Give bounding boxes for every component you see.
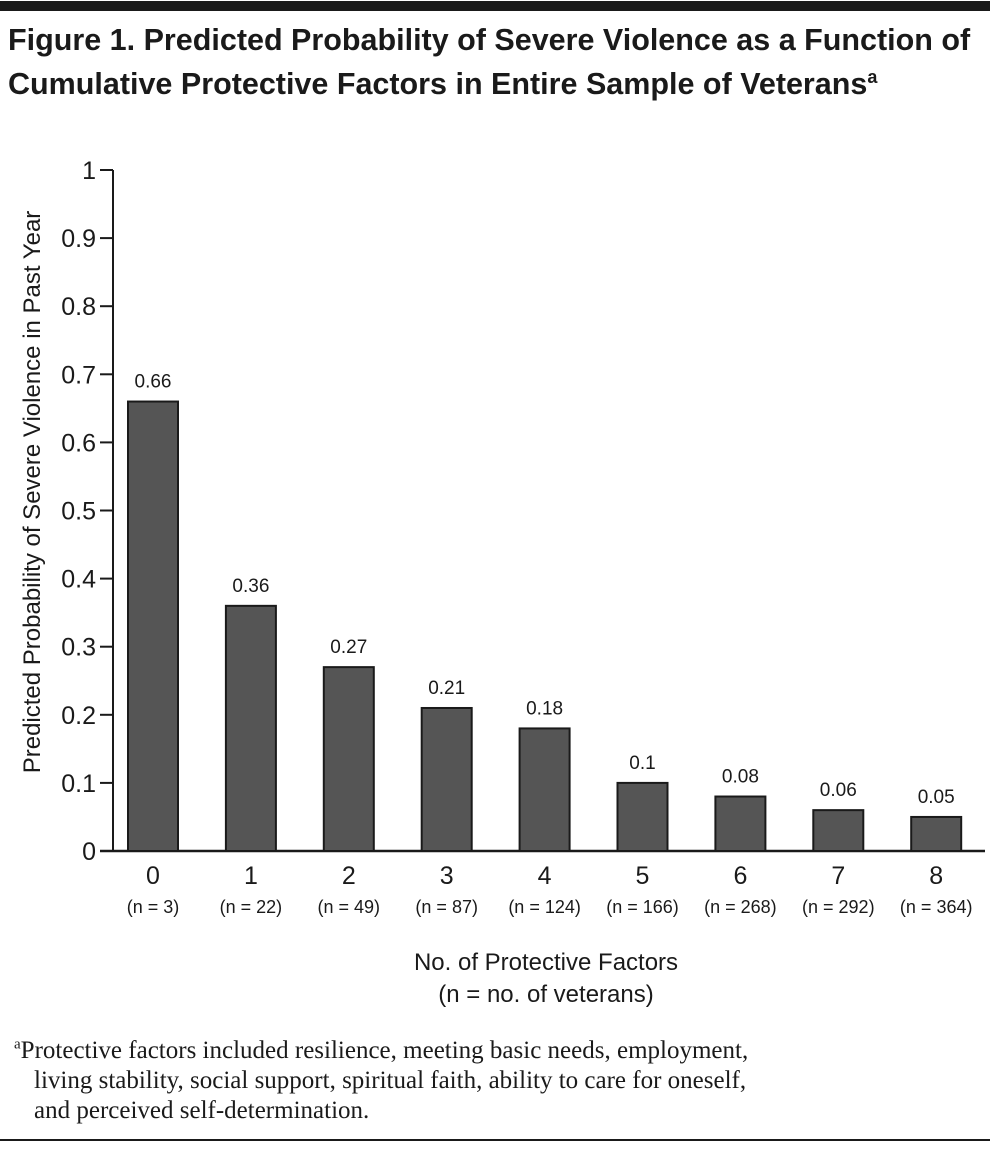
x-tick-label: 2 — [342, 862, 356, 890]
x-tick-n-label: (n = 292) — [802, 897, 875, 917]
data-label: 0.1 — [629, 753, 655, 774]
x-tick-n-label: (n = 87) — [415, 897, 478, 917]
x-tick-label: 8 — [929, 862, 943, 890]
bar — [616, 781, 669, 853]
bar — [910, 815, 963, 853]
bar — [322, 666, 375, 852]
data-label: 0.21 — [428, 678, 465, 699]
bottom-rule — [0, 1139, 990, 1141]
title-text: Figure 1. Predicted Probability of Sever… — [8, 23, 971, 102]
data-label: 0.66 — [135, 372, 172, 393]
x-tick-n-label: (n = 166) — [606, 897, 679, 917]
bar — [812, 809, 865, 853]
x-tick-label: 1 — [244, 862, 258, 890]
y-tick-label: 0.8 — [61, 293, 96, 321]
y-tick-label: 0.9 — [61, 225, 96, 253]
data-label: 0.18 — [526, 698, 563, 719]
x-axis-sublabel: (n = no. of veterans) — [438, 981, 653, 1008]
x-axis-label: No. of Protective Factors — [414, 949, 678, 976]
data-label: 0.27 — [330, 637, 367, 658]
x-tick-n-label: (n = 124) — [508, 897, 581, 917]
y-tick-label: 0.6 — [61, 429, 96, 457]
x-tick-label: 0 — [146, 862, 160, 890]
footnote-line: living stability, social support, spirit… — [34, 1067, 747, 1095]
y-tick-label: 0.3 — [61, 634, 96, 662]
y-tick-label: 1 — [82, 157, 96, 185]
x-tick-n-label: (n = 268) — [704, 897, 777, 917]
bar-chart: 0 0.1 0.2 0.3 0.4 0.5 0.6 0.7 0.8 0.9 1 0.66 0 (n = 3… — [19, 157, 985, 1008]
data-label: 0.05 — [918, 787, 955, 808]
x-tick-label: 7 — [831, 862, 845, 890]
x-tick-n-label: (n = 22) — [220, 897, 283, 917]
y-tick-label: 0 — [82, 838, 96, 866]
bar — [714, 795, 767, 853]
x-tick-label: 5 — [636, 862, 650, 890]
y-tick-label: 0.1 — [61, 770, 96, 798]
y-tick-label: 0.2 — [61, 702, 96, 730]
top-rule — [0, 1, 990, 11]
figure-title: Figure 1. Predicted Probability of Sever… — [8, 22, 988, 103]
footnote: aProtective factors included resilience,… — [14, 1030, 984, 1126]
bar — [127, 400, 179, 852]
footnote-line: and perceived self-determination. — [34, 1097, 370, 1125]
data-label: 0.06 — [820, 780, 857, 801]
y-tick-label: 0.5 — [61, 498, 96, 526]
y-axis-label: Predicted Probability of Severe Violence… — [19, 211, 46, 774]
bar — [518, 727, 571, 852]
footnote-line: Protective factors included resilience, … — [20, 1037, 749, 1065]
x-tick-n-label: (n = 3) — [127, 897, 180, 917]
x-tick-n-label: (n = 364) — [900, 897, 973, 917]
title-superscript: a — [867, 67, 878, 87]
data-label: 0.08 — [722, 767, 759, 788]
y-tick-label: 0.4 — [61, 566, 96, 594]
x-tick-n-label: (n = 49) — [318, 897, 381, 917]
x-tick-label: 3 — [440, 862, 454, 890]
x-tick-label: 4 — [538, 862, 552, 890]
bar — [224, 604, 277, 853]
footnote-marker: a — [14, 1037, 21, 1053]
data-label: 0.36 — [232, 576, 269, 597]
x-tick-label: 6 — [733, 862, 747, 890]
y-tick-label: 0.7 — [61, 361, 96, 389]
bar — [420, 706, 473, 852]
